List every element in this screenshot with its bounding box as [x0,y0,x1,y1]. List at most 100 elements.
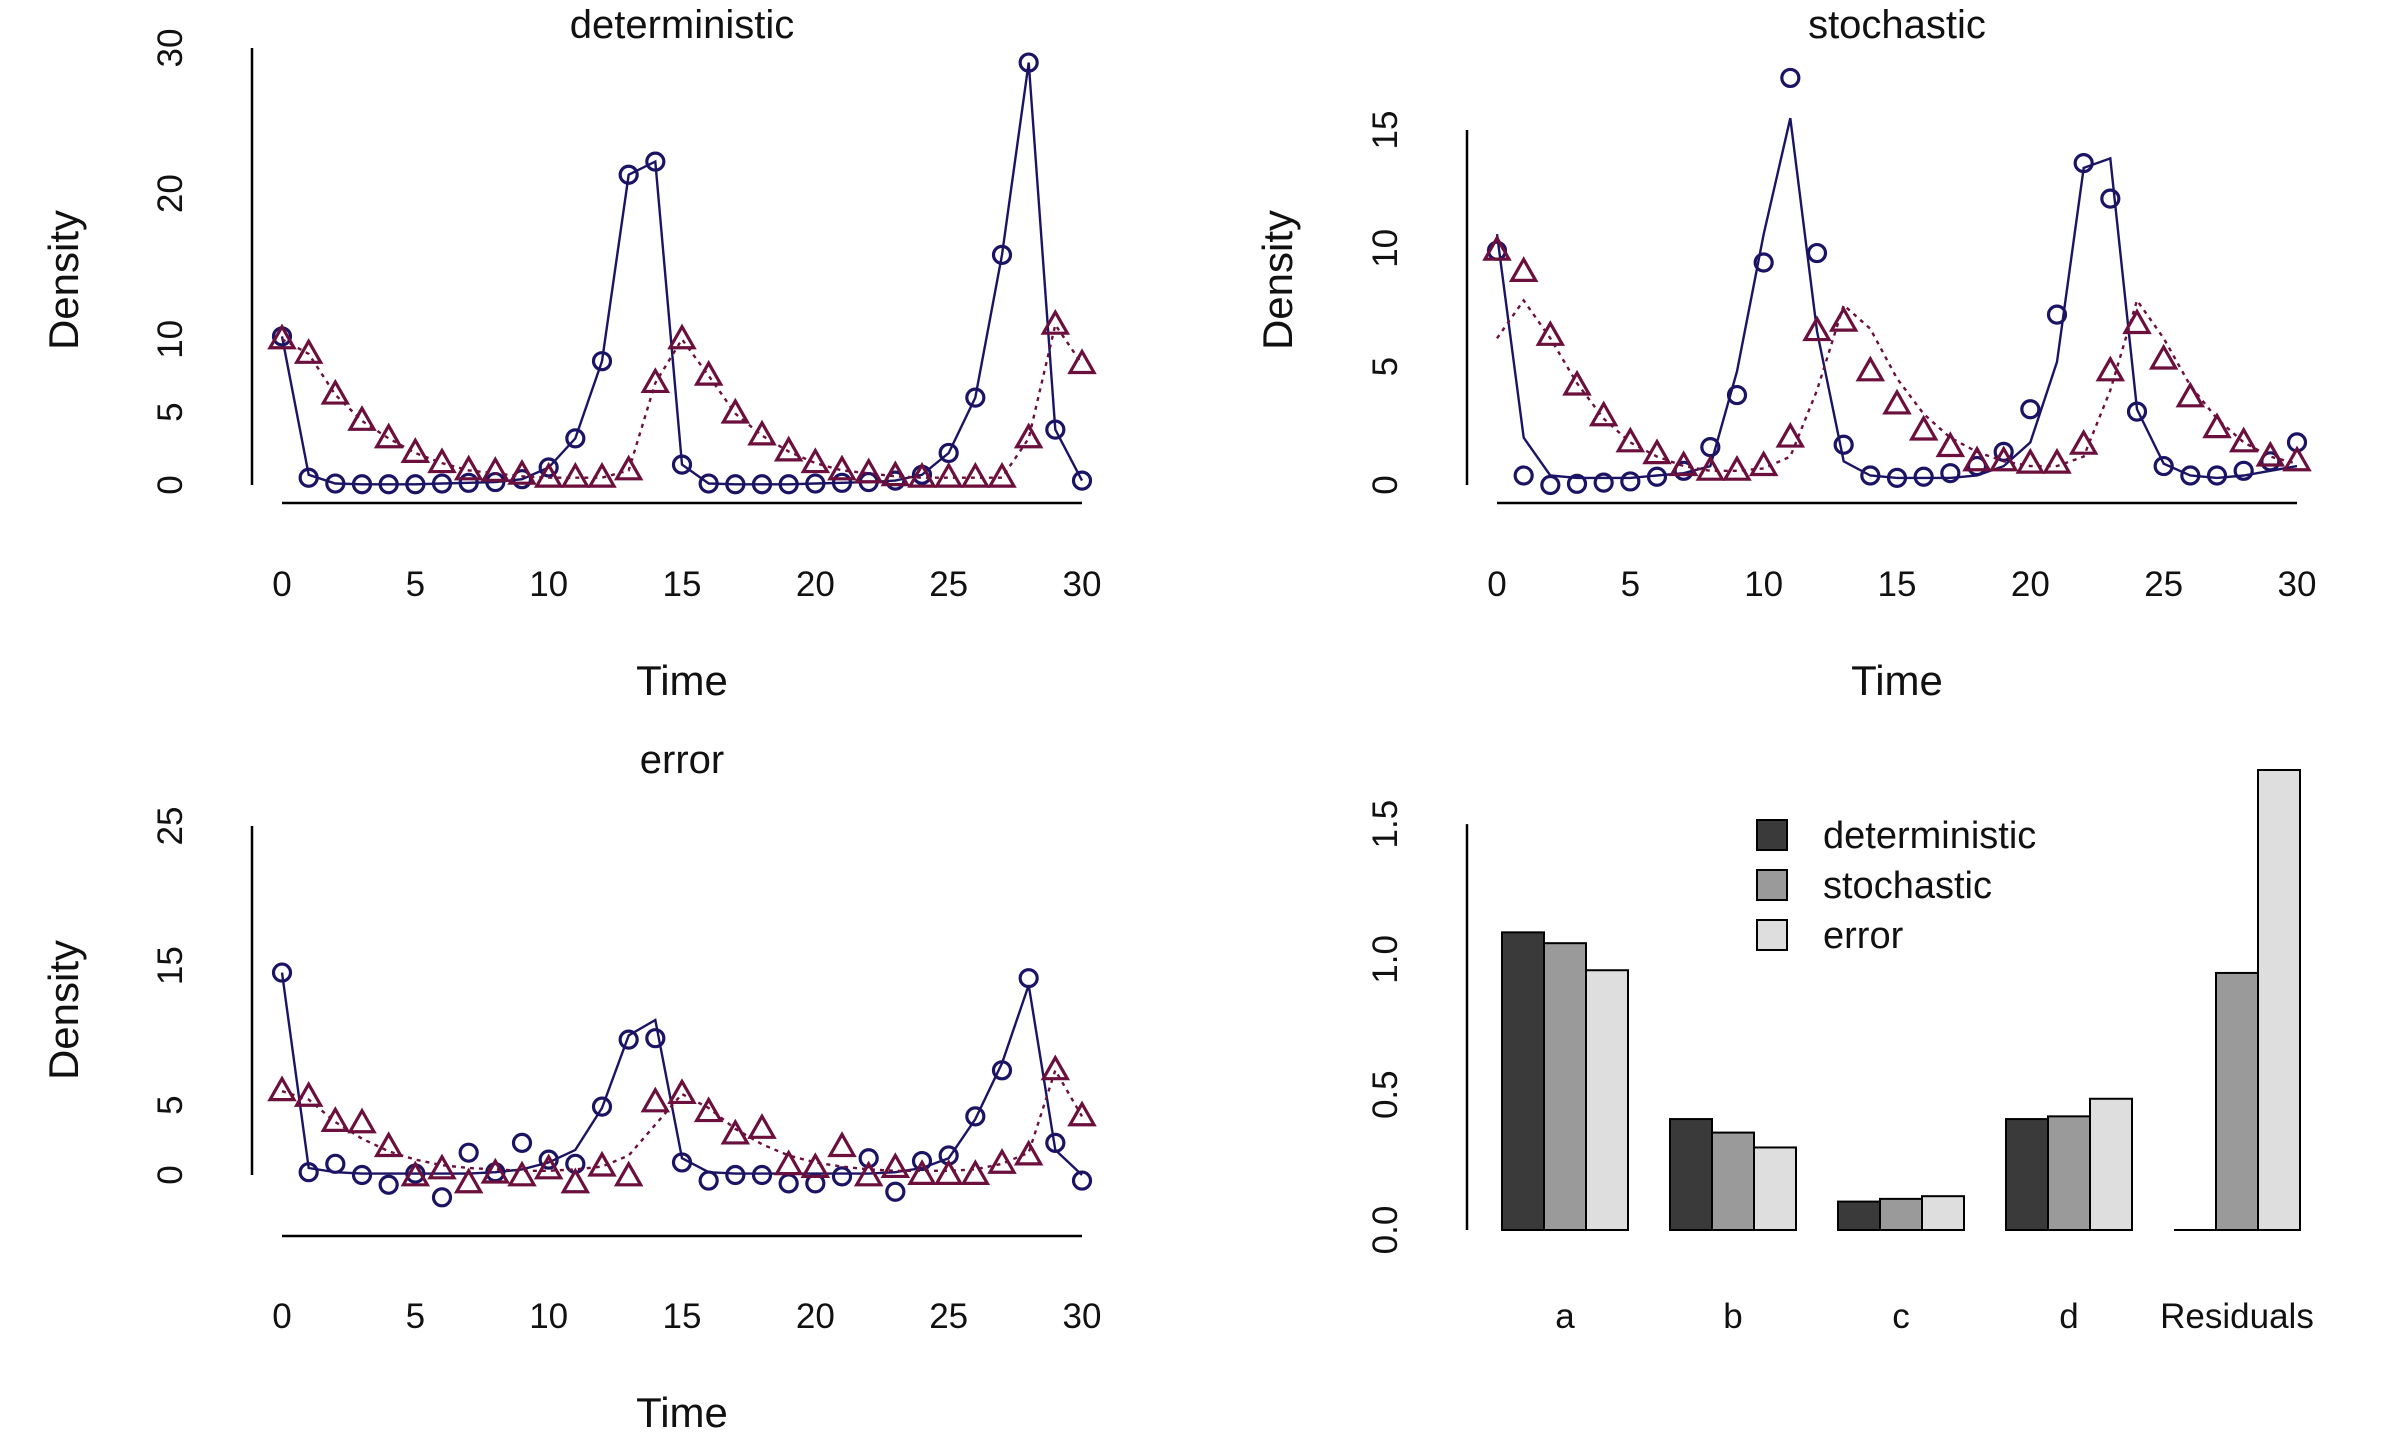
predator-point [960,461,991,488]
y-axis-label: Density [40,210,87,350]
x-tick-label: 25 [929,565,968,604]
category-label: d [2059,1297,2078,1336]
prey-point [1833,434,1854,455]
x-tick-label: 20 [2011,565,2050,604]
y-tick-label: 5 [151,402,190,421]
predator-point [1013,422,1044,449]
predator-point [720,397,751,424]
panel-title: deterministic [570,3,795,47]
line-panel-stochastic: stochastic 0 5 10 15 Density 0 5 10 15 20 25 30 Time [1254,3,2316,704]
y-tick-label: 0 [151,475,190,494]
predator-point [613,454,644,481]
predator-point [1855,355,1886,382]
predator-point [987,461,1017,488]
predator-point [427,447,457,474]
prey-point [618,1029,639,1050]
prey-point [431,1187,453,1208]
predator-point [480,456,511,482]
prey-point [1913,466,1934,487]
predator-point [560,461,591,488]
prey-point [1806,242,1828,264]
line-panel-error: error 0 5 15 25 Density 0 5 10 15 20 25 30 Time [40,738,1101,1436]
predator-point [667,323,697,350]
predator-point [347,1107,377,1134]
predator-point [693,1096,724,1123]
predator-point [1908,414,1939,441]
prey-point [298,1162,319,1183]
prey-point [671,454,693,475]
x-tick-label: 5 [406,565,425,604]
prey-point [725,474,746,495]
prey-point [991,244,1013,265]
prey-point [1071,1170,1093,1191]
predator-point [2255,440,2286,467]
predator-point [560,1167,591,1194]
predator-point [2148,343,2179,370]
bar [1585,969,1629,1231]
prey-point [725,1164,746,1186]
prey-point [778,1173,799,1194]
predator-point [1882,388,1912,415]
predator-point [507,1160,537,1187]
predator-point [1508,256,1539,282]
bar-panel: 0.0 0.5 1.0 1.5 a b c d Residuals deterministic st… [1366,769,2314,1336]
predator-point [1828,305,1859,332]
legend-label: error [1823,915,1904,957]
bar [1711,1131,1755,1232]
prey-point [325,473,346,494]
prey-fit-line [1495,117,2298,480]
x-tick-label: 15 [1878,565,1917,604]
predator-fit-line [1496,297,2298,472]
predator-point [587,461,617,488]
prey-point [805,473,826,494]
x-tick-label: 25 [929,1297,968,1336]
predator-point [533,1153,564,1180]
prey-fit-line [280,62,1084,486]
prey-point [618,164,639,185]
prey-point [1045,419,1066,440]
x-tick-label: 15 [663,565,702,604]
prey-point [378,1174,399,1195]
prey-point [671,1152,693,1173]
predator-point [853,457,884,484]
prey-point [645,1028,666,1049]
predator-point [1748,450,1779,477]
prey-point [991,1060,1013,1081]
y-tick-label: 25 [151,807,190,846]
predator-point [800,447,831,474]
prey-point [885,1181,906,1202]
predator-point [507,458,537,485]
bar [1669,1118,1713,1232]
prey-point [271,962,293,983]
y-tick-label: 0.0 [1366,1206,1405,1255]
prey-point [2046,304,2068,325]
predator-point [880,460,911,487]
x-tick-label: 5 [1621,565,1640,604]
predator-point [2015,447,2046,474]
bar [2215,971,2259,1231]
prey-point [591,1096,613,1117]
predator-point [2122,308,2152,335]
category-label: b [1723,1297,1742,1336]
y-axis-label: Density [40,940,87,1080]
predator-point [1067,348,1097,375]
predator-point [533,461,564,488]
prey-point [1726,384,1748,406]
predator-point [960,1159,991,1186]
legend-swatch [1756,919,1788,951]
prey-point [751,474,773,495]
prey-point [538,1149,559,1170]
y-tick-label: 0 [1366,475,1405,494]
y-tick-label: 1.5 [1366,800,1405,849]
prey-point [378,474,399,495]
category-label: a [1555,1297,1575,1336]
predator-point [827,454,857,481]
predator-point [293,338,324,364]
prey-point [458,472,479,493]
predator-point [1588,400,1619,427]
prey-point [431,473,453,494]
y-tick-label: 15 [151,946,190,985]
prey-point [1886,467,1908,488]
predator-point [1562,369,1592,396]
prey-point [298,467,319,488]
